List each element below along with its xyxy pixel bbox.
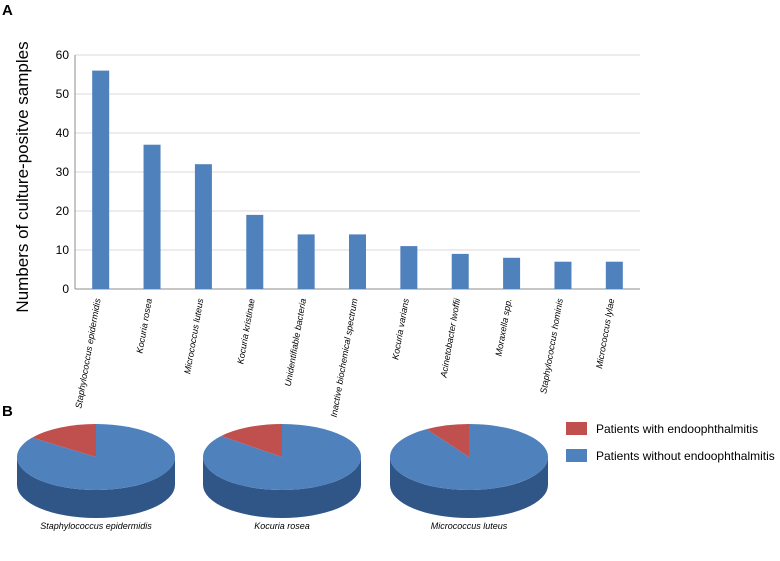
bar xyxy=(605,261,623,289)
bar xyxy=(400,246,418,289)
legend-swatch xyxy=(566,422,587,435)
pie-slice-with xyxy=(32,424,96,457)
y-tick-label: 20 xyxy=(56,204,70,218)
panel-label-b: B xyxy=(2,403,13,420)
y-tick-label: 10 xyxy=(56,243,70,257)
bar xyxy=(297,234,315,289)
pie-2: Kocuria rosea xyxy=(203,424,361,531)
pie-side xyxy=(390,457,548,518)
pie-charts: Staphylococcus epidermidis Kocuria rosea M… xyxy=(17,424,549,531)
x-category-label: Moraxella spp. xyxy=(494,298,514,357)
bar xyxy=(554,261,572,289)
x-category-label: Acinetobacter lwoffii xyxy=(438,297,462,380)
x-category-label: Kocuria kristinae xyxy=(235,298,256,365)
bar xyxy=(503,257,521,289)
bar xyxy=(194,164,212,289)
pie-slice-without xyxy=(390,424,549,490)
legend-label: Patients without endoophthalmitis xyxy=(596,449,775,463)
bar xyxy=(92,70,110,289)
panel-label-a: A xyxy=(2,2,13,19)
pie-slice-with xyxy=(221,424,282,457)
x-category-label: Staphylococcus hominis xyxy=(538,297,565,394)
legend: Patients with endoophthalmitis Patients w… xyxy=(566,422,775,463)
pie-side xyxy=(203,457,361,518)
x-category-label: Kocuria varians xyxy=(390,297,411,360)
pie-3: Micrococcus luteus xyxy=(390,424,549,531)
y-tick-label: 60 xyxy=(56,48,70,62)
bar xyxy=(246,214,264,289)
pie-label: Staphylococcus epidermidis xyxy=(40,521,152,531)
pie-1: Staphylococcus epidermidis xyxy=(17,424,176,531)
x-category-label: Kocuria rosea xyxy=(135,298,154,354)
pie-side xyxy=(17,457,175,518)
pie-label: Micrococcus luteus xyxy=(431,521,508,531)
y-tick-label: 30 xyxy=(56,165,70,179)
x-category-label: Micrococcus luteus xyxy=(182,297,205,375)
bar xyxy=(143,144,161,289)
y-axis-label: Numbers of culture-positve samples xyxy=(13,41,32,312)
x-category-label: Unidentifiable bacteria xyxy=(283,298,308,387)
y-tick-label: 40 xyxy=(56,126,70,140)
pie-slice-with xyxy=(426,424,469,457)
x-category-label: Micrococcus lylae xyxy=(594,298,616,370)
x-category-label: Staphylococcus epidermidis xyxy=(73,297,102,409)
bar xyxy=(451,253,469,289)
legend-swatch xyxy=(566,449,587,462)
bar-chart: 0 10 20 30 40 50 60 Staphylococcus epidermidis K… xyxy=(13,41,640,418)
bar xyxy=(349,234,366,289)
y-tick-label: 50 xyxy=(56,87,70,101)
pie-label: Kocuria rosea xyxy=(254,521,310,531)
y-tick-label: 0 xyxy=(62,282,69,296)
pie-slice-without xyxy=(17,424,176,490)
legend-label: Patients with endoophthalmitis xyxy=(596,422,758,436)
x-category-label: Inactive biochemical spectrum xyxy=(329,297,360,418)
